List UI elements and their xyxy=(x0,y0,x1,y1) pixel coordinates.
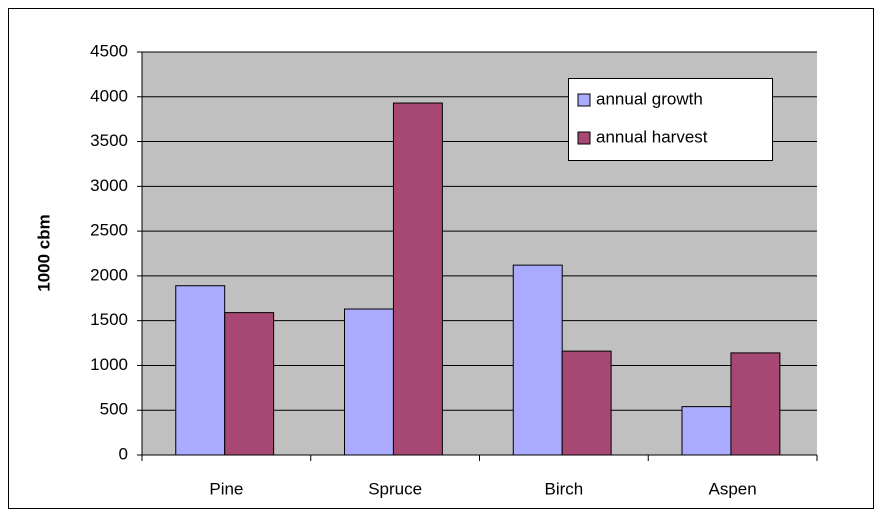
bar xyxy=(175,285,226,456)
legend xyxy=(568,78,773,161)
y-tick-label: 3000 xyxy=(90,176,128,195)
y-axis-label: 1000 cbm xyxy=(34,214,53,292)
y-tick-label: 1500 xyxy=(90,310,128,329)
y-tick-label: 2500 xyxy=(90,221,128,240)
bar xyxy=(344,308,394,456)
y-tick-label: 2000 xyxy=(90,265,128,284)
legend-label: annual harvest xyxy=(596,127,708,146)
legend-swatch xyxy=(577,93,591,107)
y-tick-label: 1000 xyxy=(90,355,128,374)
legend-swatch xyxy=(577,131,591,145)
bar xyxy=(730,352,781,456)
y-tick-label: 4500 xyxy=(90,41,128,60)
y-tick-label: 0 xyxy=(119,444,128,463)
y-tick-label: 500 xyxy=(100,400,128,419)
x-tick-label: Pine xyxy=(209,479,243,498)
bar xyxy=(392,102,443,456)
x-tick-label: Aspen xyxy=(709,479,757,498)
bar xyxy=(512,264,563,456)
bar xyxy=(224,312,275,456)
x-tick-label: Spruce xyxy=(368,479,422,498)
bar xyxy=(681,406,732,456)
x-tick-label: Birch xyxy=(545,479,584,498)
bar xyxy=(561,350,612,456)
legend-label: annual growth xyxy=(596,89,703,108)
y-tick-label: 3500 xyxy=(90,131,128,150)
y-tick-label: 4000 xyxy=(90,86,128,105)
